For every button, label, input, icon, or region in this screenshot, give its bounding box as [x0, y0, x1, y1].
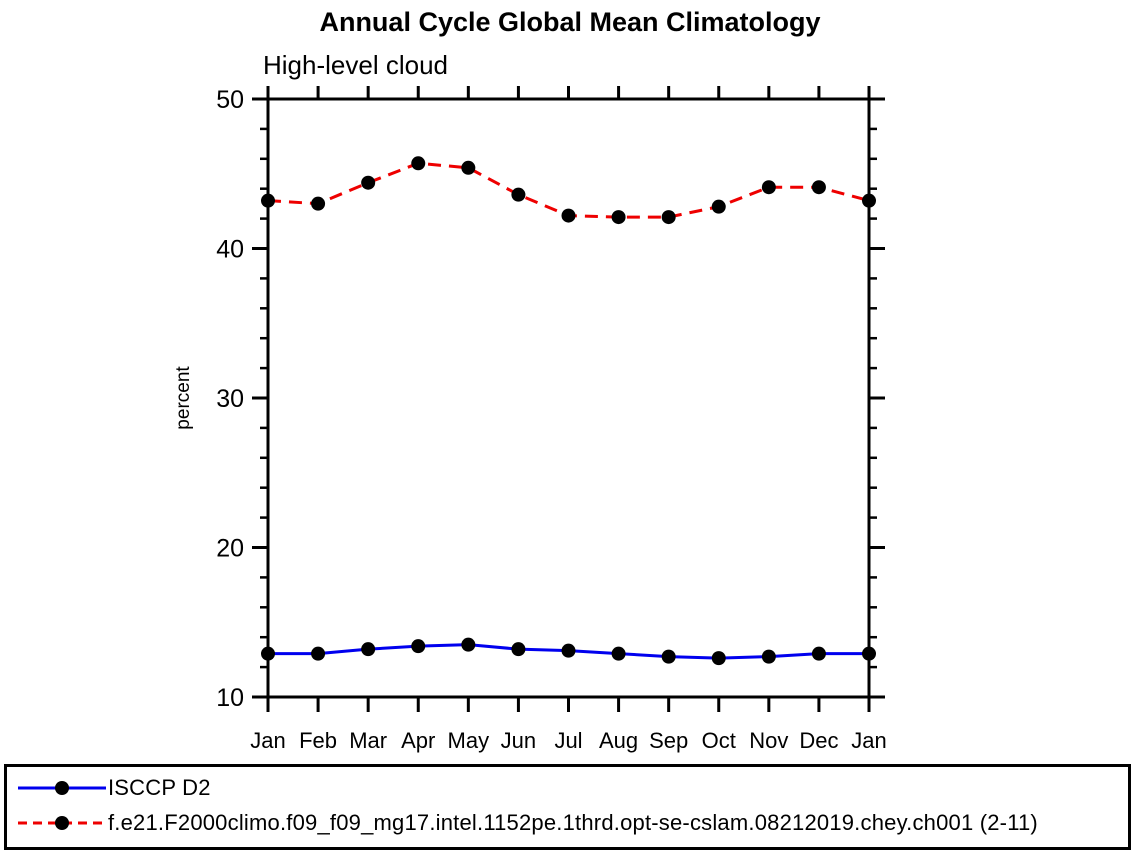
- data-point-marker: [862, 646, 876, 661]
- data-point-marker: [761, 649, 776, 664]
- y-tick-label: 50: [216, 86, 244, 114]
- data-point-marker: [311, 646, 326, 661]
- legend-item-isccp-d2: ISCCP D2: [7, 770, 1128, 805]
- data-point-marker: [862, 193, 876, 208]
- x-tick-label: Dec: [799, 728, 838, 753]
- data-point-marker: [311, 196, 326, 211]
- x-tick-label: Oct: [702, 728, 736, 753]
- data-point-marker: [261, 646, 275, 661]
- annual-cycle-chart: Annual Cycle Global Mean Climatology Hig…: [173, 7, 887, 753]
- data-point-marker: [461, 160, 476, 175]
- legend-line-sample-isccp: [18, 780, 106, 795]
- data-point-marker: [611, 646, 626, 661]
- data-point-marker: [661, 649, 676, 664]
- chart-title: Annual Cycle Global Mean Climatology: [319, 7, 820, 37]
- data-point-marker: [411, 639, 426, 654]
- data-point-marker: [561, 208, 576, 223]
- data-point-marker: [511, 187, 526, 202]
- data-point-marker: [361, 175, 376, 190]
- data-point-marker: [561, 643, 576, 658]
- data-point-marker: [261, 193, 275, 208]
- legend-label-isccp-d2: ISCCP D2: [108, 774, 211, 800]
- x-tick-label: Jul: [554, 728, 582, 753]
- legend-marker-icon: [55, 780, 69, 795]
- axes: Jan Feb Mar Apr May Jun Jul Aug Sep Oct Nov Dec Jan1…: [216, 86, 887, 753]
- data-point-marker: [611, 210, 626, 225]
- x-tick-label: Feb: [299, 728, 337, 753]
- data-point-marker: [811, 180, 826, 195]
- x-tick-label: Sep: [649, 728, 688, 753]
- legend-item-model-run: f.e21.F2000climo.f09_f09_mg17.intel.1152…: [7, 805, 1128, 840]
- data-point-marker: [361, 642, 376, 657]
- x-tick-label: Nov: [749, 728, 788, 753]
- x-tick-label: Jan: [250, 728, 285, 753]
- y-tick-label: 40: [216, 236, 244, 264]
- data-point-marker: [411, 156, 426, 171]
- x-tick-label: Aug: [599, 728, 638, 753]
- x-tick-label: Apr: [401, 728, 435, 753]
- x-tick-label: May: [448, 728, 490, 753]
- y-axis-label: percent: [173, 366, 194, 430]
- legend-label-model-run: f.e21.F2000climo.f09_f09_mg17.intel.1152…: [108, 809, 1038, 835]
- x-tick-label: Jun: [501, 728, 536, 753]
- y-tick-label: 30: [216, 385, 244, 413]
- chart-subtitle: High-level cloud: [263, 50, 448, 80]
- y-tick-label: 20: [216, 535, 244, 563]
- legend-marker-icon: [55, 815, 69, 830]
- x-tick-label: Jan: [851, 728, 886, 753]
- legend-line-sample-model: [18, 815, 106, 830]
- data-series: [261, 156, 876, 666]
- data-point-marker: [661, 210, 676, 225]
- legend-box: ISCCP D2 f.e21.F2000climo.f09_f09_mg17.i…: [4, 764, 1131, 850]
- data-point-marker: [511, 642, 526, 657]
- data-point-marker: [461, 637, 476, 652]
- data-point-marker: [761, 180, 776, 195]
- data-point-marker: [811, 646, 826, 661]
- y-tick-label: 10: [216, 684, 244, 712]
- data-point-marker: [711, 651, 726, 666]
- data-point-marker: [711, 199, 726, 214]
- x-tick-label: Mar: [349, 728, 387, 753]
